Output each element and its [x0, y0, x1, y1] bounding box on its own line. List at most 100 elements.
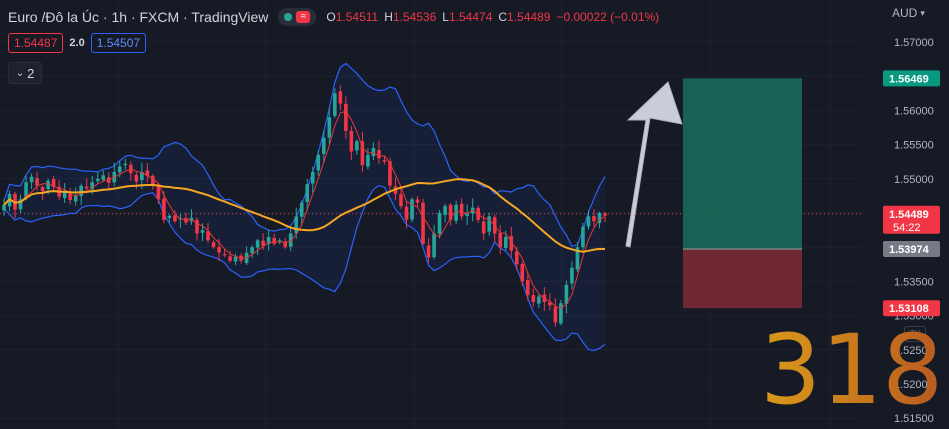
candle[interactable] [79, 183, 83, 205]
candle[interactable] [377, 140, 381, 164]
arrow-drawing[interactable] [625, 81, 683, 248]
candle[interactable] [123, 158, 128, 171]
candle[interactable] [18, 194, 23, 213]
close-label: C [498, 10, 508, 24]
candle[interactable] [448, 203, 453, 226]
candle[interactable] [101, 170, 106, 183]
candle[interactable] [288, 228, 293, 252]
candle[interactable] [559, 299, 563, 326]
candle[interactable] [553, 298, 558, 327]
candle[interactable] [366, 147, 370, 170]
take-profit-zone[interactable] [683, 78, 802, 249]
candle[interactable] [173, 210, 177, 224]
candle[interactable] [338, 85, 343, 111]
up-arrow-icon[interactable] [625, 81, 683, 248]
candle-body [487, 216, 492, 232]
candle[interactable] [211, 240, 216, 249]
candle-body [321, 137, 326, 155]
candle[interactable] [167, 214, 172, 223]
candle[interactable] [459, 198, 464, 220]
candle[interactable] [62, 183, 67, 203]
candle[interactable] [95, 172, 100, 184]
candle[interactable] [299, 200, 304, 226]
candle-body [548, 302, 552, 306]
candle[interactable] [162, 191, 166, 224]
candle[interactable] [333, 88, 337, 118]
candle[interactable] [316, 150, 321, 176]
candle[interactable] [228, 250, 232, 263]
candle-body [140, 171, 144, 181]
candle[interactable] [421, 198, 425, 246]
candle[interactable] [382, 155, 387, 165]
candle[interactable] [195, 217, 199, 241]
candle[interactable] [586, 210, 591, 230]
tradingview-logo-icon[interactable]: TV [904, 326, 926, 342]
candle[interactable] [531, 288, 536, 307]
candle[interactable] [349, 125, 354, 161]
candle[interactable] [581, 222, 585, 251]
ohlc-values: O1.54511 H1.54536 L1.54474 C1.54489 −0.0… [326, 10, 659, 24]
candle[interactable] [454, 200, 458, 225]
buy-button[interactable]: 1.54507 [90, 33, 147, 53]
candle[interactable] [310, 166, 315, 193]
candle[interactable] [250, 244, 254, 259]
candle[interactable] [514, 247, 519, 271]
symbol-title[interactable]: Euro /Đô la Úc · 1h · FXCM · TradingView [8, 9, 269, 25]
candle[interactable] [35, 172, 39, 192]
candle[interactable] [222, 248, 227, 258]
candle[interactable] [360, 131, 365, 172]
candle[interactable] [184, 212, 188, 225]
candle[interactable] [465, 204, 469, 226]
indicators-toggle-button[interactable]: ⌄ 2 [8, 62, 42, 84]
candle[interactable] [68, 187, 72, 205]
candle[interactable] [261, 233, 265, 250]
candle[interactable] [592, 209, 596, 227]
currency-selector[interactable]: AUD ▾ [892, 6, 925, 20]
candle[interactable] [399, 186, 403, 209]
candle[interactable] [233, 253, 238, 266]
candle[interactable] [355, 139, 359, 155]
candle[interactable] [255, 238, 260, 256]
candle[interactable] [145, 162, 150, 183]
candle[interactable] [520, 261, 525, 286]
market-status[interactable]: ≈ [278, 8, 317, 26]
open-label: O [326, 10, 336, 24]
sell-button[interactable]: 1.54487 [8, 33, 64, 53]
take-profit-label: 1.56469 [889, 73, 929, 85]
candle[interactable] [206, 223, 210, 244]
candle[interactable] [570, 261, 574, 290]
candle[interactable] [432, 224, 436, 260]
candle[interactable] [283, 237, 288, 249]
candle[interactable] [437, 209, 442, 239]
candle[interactable] [410, 197, 414, 223]
candle[interactable] [575, 242, 580, 273]
candle[interactable] [29, 173, 34, 190]
candle[interactable] [537, 293, 541, 309]
position-tool[interactable] [0, 78, 862, 309]
legend-header: Euro /Đô la Úc · 1h · FXCM · TradingView… [8, 8, 659, 26]
candle[interactable] [415, 195, 420, 208]
price-tick-label: 1.56000 [894, 105, 934, 117]
candle[interactable] [156, 183, 161, 204]
candle-body [156, 186, 161, 200]
candle[interactable] [2, 199, 6, 217]
candle[interactable] [305, 178, 310, 211]
candle[interactable] [266, 229, 271, 251]
candle-body [355, 141, 359, 151]
candle[interactable] [151, 174, 155, 190]
candle[interactable] [487, 212, 492, 236]
candle[interactable] [51, 176, 56, 192]
candle[interactable] [426, 238, 431, 263]
candle[interactable] [321, 129, 326, 163]
candle-body [481, 221, 486, 234]
candle[interactable] [327, 107, 332, 145]
stop-loss-zone[interactable] [683, 248, 802, 309]
candle[interactable] [344, 96, 348, 139]
candle[interactable] [404, 202, 409, 229]
candle[interactable] [443, 203, 447, 223]
candle[interactable] [526, 272, 530, 301]
candle[interactable] [272, 233, 276, 246]
candle[interactable] [498, 225, 503, 255]
candle[interactable] [564, 280, 569, 314]
